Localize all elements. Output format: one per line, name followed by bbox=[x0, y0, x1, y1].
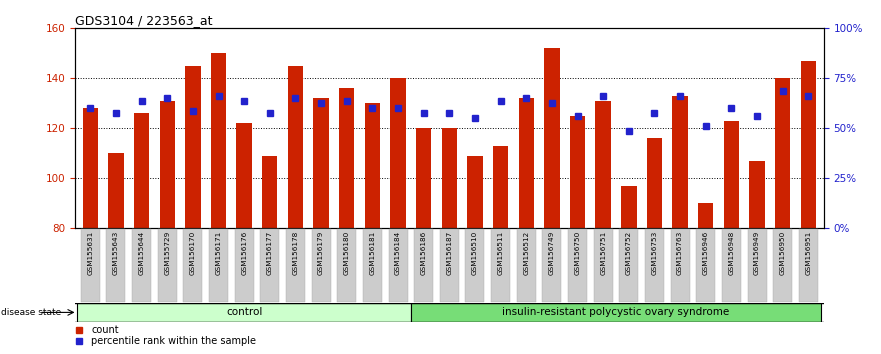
Text: GSM156749: GSM156749 bbox=[549, 230, 555, 275]
Bar bbox=[236, 123, 252, 228]
Bar bbox=[672, 96, 688, 228]
Text: GDS3104 / 223563_at: GDS3104 / 223563_at bbox=[75, 14, 212, 27]
Text: GSM156510: GSM156510 bbox=[472, 230, 478, 275]
Text: GSM156178: GSM156178 bbox=[292, 230, 299, 275]
Bar bbox=[416, 129, 432, 228]
Text: disease state: disease state bbox=[1, 308, 61, 317]
Text: GSM156179: GSM156179 bbox=[318, 230, 324, 275]
Bar bbox=[108, 153, 123, 228]
Bar bbox=[750, 161, 765, 228]
Bar bbox=[288, 66, 303, 228]
FancyBboxPatch shape bbox=[594, 229, 612, 302]
Text: GSM155729: GSM155729 bbox=[164, 230, 170, 275]
FancyBboxPatch shape bbox=[517, 229, 536, 302]
FancyBboxPatch shape bbox=[209, 229, 228, 302]
Bar bbox=[441, 129, 457, 228]
Text: GSM156950: GSM156950 bbox=[780, 230, 786, 275]
Text: GSM156181: GSM156181 bbox=[369, 230, 375, 275]
Bar bbox=[492, 146, 508, 228]
Text: control: control bbox=[226, 307, 263, 318]
Text: GSM156751: GSM156751 bbox=[600, 230, 606, 275]
Bar bbox=[596, 101, 611, 228]
Text: GSM156176: GSM156176 bbox=[241, 230, 248, 275]
Bar bbox=[570, 116, 585, 228]
Text: percentile rank within the sample: percentile rank within the sample bbox=[92, 336, 256, 346]
Text: GSM156948: GSM156948 bbox=[729, 230, 735, 275]
Text: GSM156946: GSM156946 bbox=[703, 230, 709, 275]
Text: GSM156949: GSM156949 bbox=[754, 230, 760, 275]
FancyBboxPatch shape bbox=[81, 229, 100, 302]
FancyBboxPatch shape bbox=[107, 229, 125, 302]
Bar bbox=[314, 98, 329, 228]
Bar bbox=[647, 138, 663, 228]
Bar bbox=[159, 101, 175, 228]
FancyBboxPatch shape bbox=[132, 229, 151, 302]
Text: GSM156184: GSM156184 bbox=[395, 230, 401, 275]
FancyBboxPatch shape bbox=[619, 229, 639, 302]
Text: GSM156750: GSM156750 bbox=[574, 230, 581, 275]
Bar bbox=[185, 66, 201, 228]
Text: GSM156511: GSM156511 bbox=[498, 230, 504, 275]
FancyBboxPatch shape bbox=[722, 229, 741, 302]
FancyBboxPatch shape bbox=[440, 229, 459, 302]
FancyBboxPatch shape bbox=[78, 303, 411, 322]
FancyBboxPatch shape bbox=[491, 229, 510, 302]
Bar bbox=[698, 203, 714, 228]
Text: GSM156753: GSM156753 bbox=[651, 230, 657, 275]
FancyBboxPatch shape bbox=[670, 229, 690, 302]
FancyBboxPatch shape bbox=[411, 303, 821, 322]
Text: GSM156180: GSM156180 bbox=[344, 230, 350, 275]
Bar bbox=[365, 103, 380, 228]
FancyBboxPatch shape bbox=[748, 229, 766, 302]
FancyBboxPatch shape bbox=[158, 229, 177, 302]
Bar bbox=[262, 156, 278, 228]
FancyBboxPatch shape bbox=[183, 229, 203, 302]
Text: GSM156186: GSM156186 bbox=[420, 230, 426, 275]
FancyBboxPatch shape bbox=[696, 229, 715, 302]
FancyBboxPatch shape bbox=[389, 229, 408, 302]
FancyBboxPatch shape bbox=[568, 229, 587, 302]
Text: GSM155644: GSM155644 bbox=[138, 230, 144, 275]
Text: GSM156752: GSM156752 bbox=[626, 230, 632, 275]
FancyBboxPatch shape bbox=[543, 229, 561, 302]
Text: insulin-resistant polycystic ovary syndrome: insulin-resistant polycystic ovary syndr… bbox=[502, 307, 729, 318]
Text: GSM156170: GSM156170 bbox=[189, 230, 196, 275]
Bar bbox=[775, 78, 790, 228]
Bar bbox=[211, 53, 226, 228]
Bar bbox=[339, 88, 354, 228]
FancyBboxPatch shape bbox=[234, 229, 254, 302]
Text: GSM156763: GSM156763 bbox=[677, 230, 683, 275]
Text: GSM156171: GSM156171 bbox=[216, 230, 221, 275]
FancyBboxPatch shape bbox=[799, 229, 818, 302]
Bar bbox=[519, 98, 534, 228]
Bar bbox=[390, 78, 406, 228]
FancyBboxPatch shape bbox=[312, 229, 330, 302]
Bar bbox=[801, 61, 816, 228]
Bar bbox=[83, 108, 98, 228]
Text: GSM156187: GSM156187 bbox=[447, 230, 452, 275]
FancyBboxPatch shape bbox=[260, 229, 279, 302]
FancyBboxPatch shape bbox=[363, 229, 381, 302]
Bar bbox=[544, 48, 559, 228]
Bar bbox=[467, 156, 483, 228]
Text: GSM155643: GSM155643 bbox=[113, 230, 119, 275]
Text: GSM156512: GSM156512 bbox=[523, 230, 529, 275]
Text: GSM156951: GSM156951 bbox=[805, 230, 811, 275]
Text: GSM155631: GSM155631 bbox=[87, 230, 93, 275]
Text: GSM156177: GSM156177 bbox=[267, 230, 273, 275]
FancyBboxPatch shape bbox=[774, 229, 792, 302]
Bar bbox=[134, 113, 149, 228]
FancyBboxPatch shape bbox=[645, 229, 664, 302]
FancyBboxPatch shape bbox=[465, 229, 485, 302]
Bar bbox=[621, 186, 636, 228]
FancyBboxPatch shape bbox=[414, 229, 433, 302]
FancyBboxPatch shape bbox=[286, 229, 305, 302]
Bar bbox=[723, 121, 739, 228]
Text: count: count bbox=[92, 325, 119, 335]
FancyBboxPatch shape bbox=[337, 229, 356, 302]
